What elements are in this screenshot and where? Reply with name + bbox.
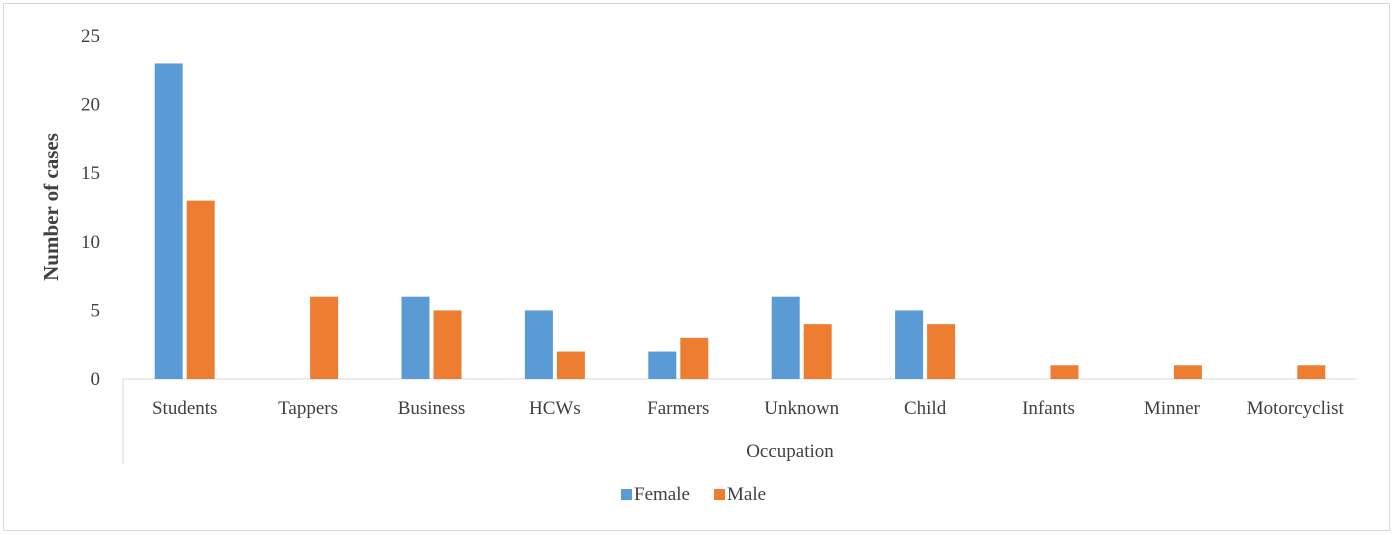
legend-swatch-male xyxy=(714,489,725,500)
legend-label-female: Female xyxy=(634,484,690,505)
bar-male-motorcyclist xyxy=(1297,365,1326,379)
x-tick-label: Infants xyxy=(1022,398,1075,419)
bar-male-farmers xyxy=(680,337,709,379)
legend-label-male: Male xyxy=(727,484,766,505)
bar-male-unknown xyxy=(803,324,832,379)
bar-male-tappers xyxy=(310,296,339,379)
x-axis-ticks: Students Tappers Business HCWs Farmers Unknow… xyxy=(152,398,1345,419)
bar-male-infants xyxy=(1050,365,1079,379)
x-tick-label: Unknown xyxy=(764,398,839,419)
x-tick-label: Farmers xyxy=(647,398,709,419)
legend-swatch-female xyxy=(621,489,632,500)
y-axis-label: Number of cases xyxy=(39,133,63,281)
y-tick-label: 0 xyxy=(91,369,101,390)
chart-frame xyxy=(3,3,1390,531)
bar-female-hcws xyxy=(524,310,553,379)
y-tick-label: 5 xyxy=(91,300,101,321)
x-tick-label: Motorcyclist xyxy=(1247,398,1345,419)
bar-female-students xyxy=(154,63,183,379)
bar-male-minner xyxy=(1173,365,1202,379)
bar-female-child xyxy=(895,310,924,379)
bar-male-child xyxy=(927,324,956,379)
x-tick-label: HCWs xyxy=(529,398,581,419)
plot-area xyxy=(122,63,1357,464)
legend: Female Male xyxy=(621,484,766,505)
x-tick-label: Tappers xyxy=(278,398,338,419)
x-axis-label: Occupation xyxy=(746,441,834,462)
y-tick-label: 20 xyxy=(81,95,100,116)
bar-male-business xyxy=(433,310,462,379)
x-tick-label: Child xyxy=(904,398,947,419)
y-tick-label: 15 xyxy=(81,163,100,184)
bar-male-students xyxy=(186,200,215,379)
bar-female-unknown xyxy=(771,296,800,379)
y-tick-label: 25 xyxy=(81,26,100,47)
x-tick-label: Minner xyxy=(1144,398,1201,419)
y-axis-ticks: 0 5 10 15 20 25 xyxy=(81,26,100,390)
y-tick-label: 10 xyxy=(81,232,100,253)
bar-male-hcws xyxy=(556,351,585,379)
x-tick-label: Business xyxy=(398,398,466,419)
x-tick-label: Students xyxy=(152,398,217,419)
bar-female-farmers xyxy=(648,351,677,379)
bar-female-business xyxy=(401,296,430,379)
